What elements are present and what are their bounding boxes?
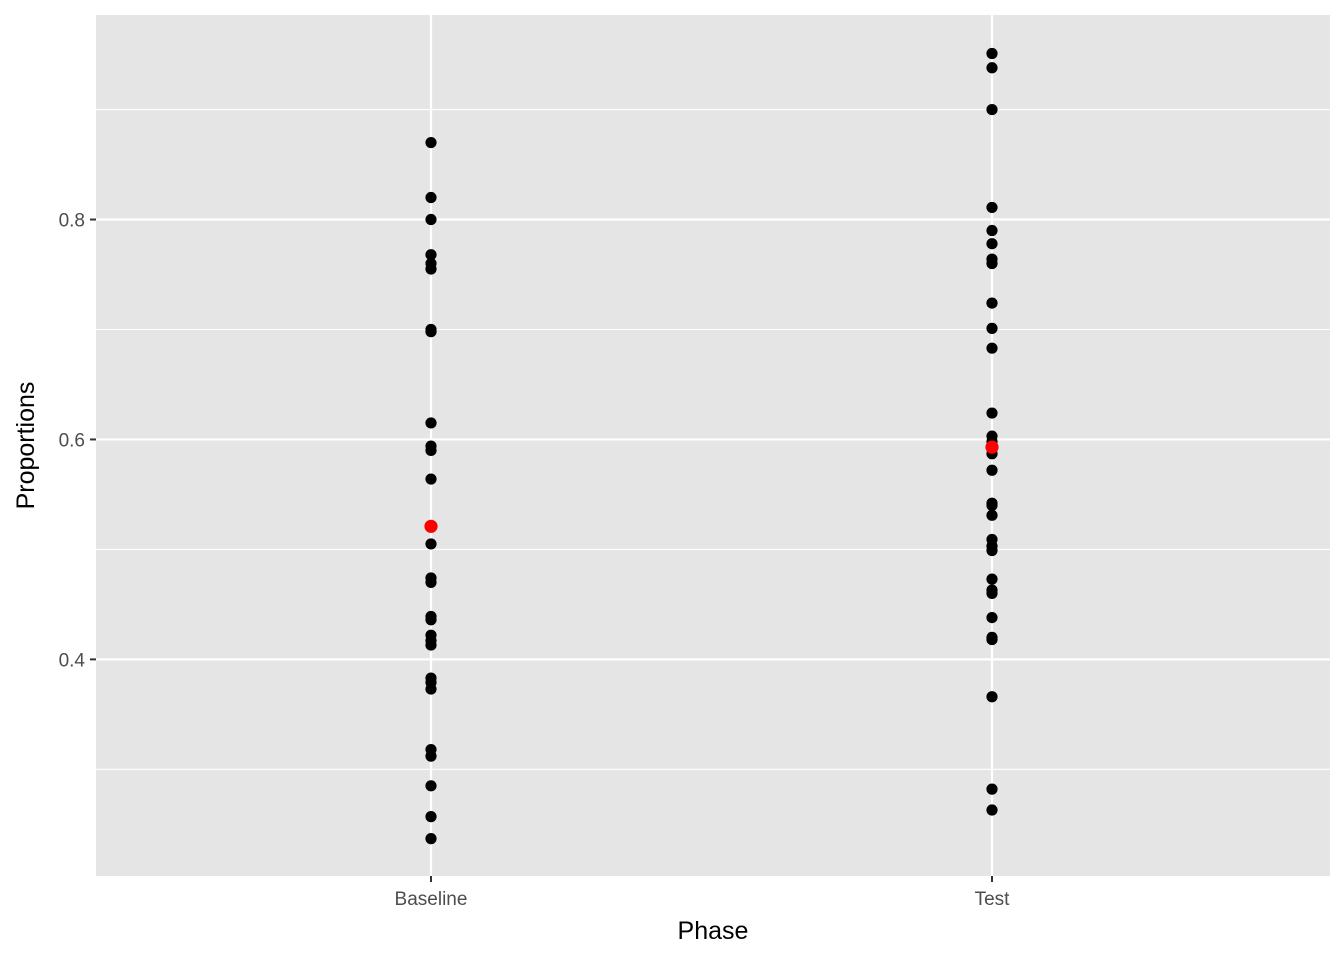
data-point [986,62,998,74]
mean-point [424,519,438,533]
x-axis-title: Phase [678,917,749,945]
data-point [425,263,437,275]
data-point [986,783,998,795]
x-tick-label: Test [975,889,1011,910]
mean-point [985,440,999,454]
axes: 0.4 0.6 0.8 Baseline Test [59,211,1011,910]
data-point [986,509,998,521]
data-point [425,614,437,626]
x-tick-label: Baseline [395,889,468,910]
data-point [425,811,437,823]
plot-panel [96,15,1330,876]
data-point [425,833,437,845]
data-point [986,804,998,816]
data-point [986,103,998,116]
data-point [986,224,998,237]
data-point [425,136,437,149]
data-point [986,47,998,60]
y-tick-label: 0.8 [59,211,85,232]
y-axis-title: Proportions [12,382,40,510]
data-point [425,473,437,485]
data-point [425,417,437,429]
data-point [986,342,998,354]
data-point [986,201,998,214]
data-point [986,297,998,309]
data-point [425,326,437,338]
data-point [986,691,998,703]
data-point [425,249,437,261]
grid-minor [96,109,1330,770]
data-point [425,750,437,762]
data-point [986,407,998,419]
data-point [425,538,437,550]
data-point [425,213,437,226]
data-point [986,573,998,585]
data-point [986,544,998,557]
data-points [424,47,999,845]
data-point [986,238,998,250]
data-point [986,587,998,599]
data-point [986,633,998,646]
data-point [425,576,437,589]
data-point [986,611,998,624]
data-point [425,191,437,204]
data-point [425,780,437,792]
y-tick-label: 0.6 [59,430,85,451]
data-point [425,683,437,695]
data-point [986,499,998,512]
data-point [425,444,437,457]
data-point [986,257,998,270]
data-point [986,464,998,476]
data-point [986,322,998,334]
y-tick-label: 0.4 [59,650,86,671]
data-point [425,639,437,651]
